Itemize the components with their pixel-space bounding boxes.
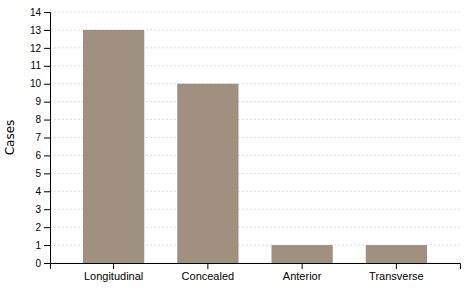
y-axis-line <box>44 13 51 264</box>
y-tick-mark <box>44 48 50 49</box>
x-tick-mark <box>207 263 208 269</box>
y-axis: 01234567891011121314 <box>30 7 51 269</box>
y-tick-mark <box>44 263 50 264</box>
x-tick-mark <box>302 263 303 269</box>
y-tick: 0 <box>35 258 50 269</box>
bar <box>271 245 332 263</box>
y-tick-mark <box>44 120 50 121</box>
x-tick: Transverse <box>369 263 424 282</box>
y-tick-mark <box>44 138 50 139</box>
y-tick: 13 <box>30 25 50 36</box>
x-tick: Concealed <box>182 263 235 282</box>
y-tick: 12 <box>30 43 50 54</box>
y-tick-label: 4 <box>35 186 41 197</box>
x-axis-line <box>51 264 461 270</box>
y-tick-label: 7 <box>35 132 41 143</box>
y-tick: 9 <box>35 96 50 107</box>
x-axis: Longitudinal Concealed Anterior Transverse <box>51 263 461 282</box>
y-tick-label: 9 <box>35 96 41 107</box>
bar <box>83 30 144 263</box>
bars <box>83 30 427 263</box>
y-tick-mark <box>44 12 50 13</box>
y-tick-mark <box>44 191 50 192</box>
y-tick-mark <box>44 209 50 210</box>
y-tick-label: 5 <box>35 168 41 179</box>
y-tick: 11 <box>31 60 50 71</box>
y-tick-label: 12 <box>30 43 42 54</box>
chart: Longitudinal Concealed Anterior Transverse 0… <box>0 0 474 291</box>
y-tick: 10 <box>30 78 50 89</box>
y-tick-mark <box>44 227 50 228</box>
y-tick-label: 8 <box>35 114 41 125</box>
x-tick-label: Transverse <box>369 270 424 282</box>
x-tick-mark <box>396 263 397 269</box>
y-tick-label: 13 <box>30 25 42 36</box>
y-tick-label: 2 <box>35 222 41 233</box>
y-tick-mark <box>44 84 50 85</box>
x-tick-label: Anterior <box>283 270 322 282</box>
y-axis-title: Cases <box>3 120 17 156</box>
y-tick: 7 <box>35 132 50 143</box>
y-tick: 4 <box>35 186 50 197</box>
x-tick-mark <box>113 263 114 269</box>
y-tick: 2 <box>35 222 50 233</box>
y-tick: 6 <box>35 150 50 161</box>
y-tick: 3 <box>35 204 50 215</box>
x-tick: Anterior <box>283 263 322 282</box>
y-tick: 5 <box>35 168 50 179</box>
y-tick-label: 11 <box>31 60 42 71</box>
x-tick-label: Longitudinal <box>84 270 143 282</box>
y-tick-mark <box>44 173 50 174</box>
y-tick-label: 6 <box>35 150 41 161</box>
x-tick-label: Concealed <box>182 270 235 282</box>
y-tick: 8 <box>35 114 50 125</box>
y-tick-label: 14 <box>30 7 42 18</box>
y-tick-label: 3 <box>35 204 41 215</box>
y-tick-mark <box>44 245 50 246</box>
grid <box>50 12 460 263</box>
y-tick-mark <box>44 30 50 31</box>
y-tick-mark <box>44 66 50 67</box>
y-tick-mark <box>44 155 50 156</box>
bar <box>177 84 238 263</box>
y-tick: 14 <box>30 7 50 18</box>
x-tick: Longitudinal <box>84 263 143 282</box>
y-tick-mark <box>44 102 50 103</box>
plot: Longitudinal Concealed Anterior Transverse 0… <box>30 7 461 282</box>
y-tick-label: 10 <box>30 78 42 89</box>
y-tick-label: 1 <box>35 240 41 251</box>
grid-line <box>50 12 460 13</box>
y-tick-label: 0 <box>35 258 41 269</box>
y-tick: 1 <box>35 240 50 251</box>
bar <box>366 245 427 263</box>
